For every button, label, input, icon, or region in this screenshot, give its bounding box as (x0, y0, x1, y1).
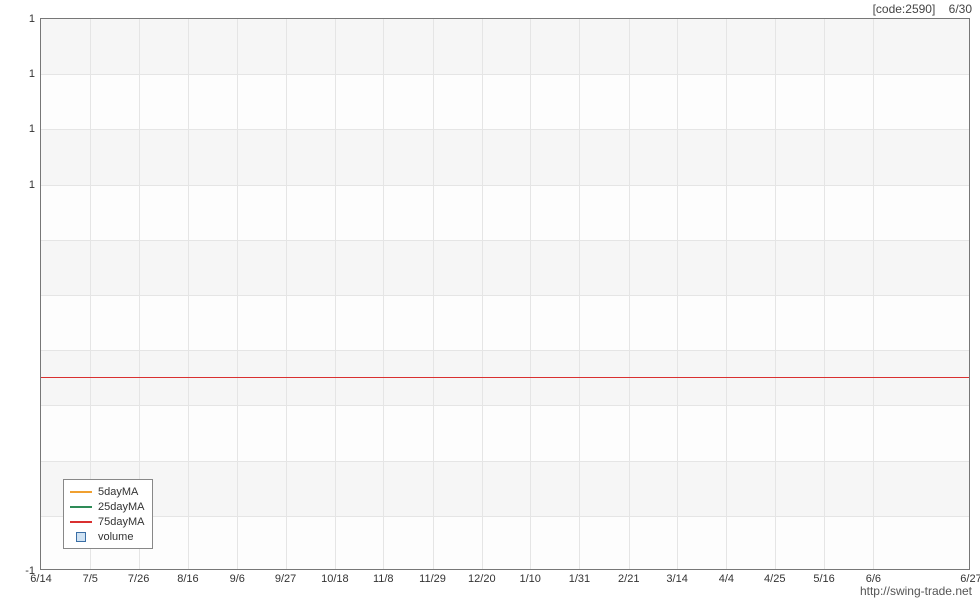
chart-header: [code:2590] 6/30 (863, 2, 972, 16)
x-tick-label: 9/27 (275, 569, 296, 585)
y-tick-label: 1 (29, 179, 41, 191)
y-tick-label: 1 (29, 123, 41, 135)
x-tick-label: 6/6 (866, 569, 881, 585)
gridline-vertical (530, 19, 531, 569)
y-tick-label: 1 (29, 13, 41, 25)
legend-swatch (70, 502, 92, 512)
gridline-vertical (433, 19, 434, 569)
legend-item: volume (70, 529, 144, 544)
x-tick-label: 4/25 (764, 569, 785, 585)
gridline-vertical (286, 19, 287, 569)
x-tick-label: 6/27 (960, 569, 980, 585)
source-url: http://swing-trade.net (860, 584, 972, 598)
x-tick-label: 11/29 (419, 569, 446, 585)
gridline-vertical (237, 19, 238, 569)
y-tick-label: 1 (29, 68, 41, 80)
grid-band (41, 240, 969, 295)
x-tick-label: 3/14 (666, 569, 687, 585)
gridline-vertical (579, 19, 580, 569)
gridline-horizontal (41, 185, 969, 186)
legend: 5dayMA 25dayMA 75dayMA volume (63, 479, 153, 549)
x-tick-label: 7/26 (128, 569, 149, 585)
legend-label: 25dayMA (98, 501, 144, 513)
gridline-vertical (383, 19, 384, 569)
legend-item: 25dayMA (70, 499, 144, 514)
gridline-horizontal (41, 295, 969, 296)
gridline-vertical (873, 19, 874, 569)
gridline-vertical (629, 19, 630, 569)
gridline-horizontal (41, 240, 969, 241)
gridline-vertical (775, 19, 776, 569)
x-tick-label: 1/31 (569, 569, 590, 585)
gridline-horizontal (41, 516, 969, 517)
gridline-vertical (677, 19, 678, 569)
x-tick-label: 2/21 (618, 569, 639, 585)
legend-label: volume (98, 531, 133, 543)
x-tick-label: 12/20 (468, 569, 496, 585)
gridline-horizontal (41, 74, 969, 75)
gridline-vertical (824, 19, 825, 569)
x-tick-label: 4/4 (719, 569, 734, 585)
gridline-horizontal (41, 461, 969, 462)
x-tick-label: 8/16 (177, 569, 198, 585)
legend-swatch (70, 487, 92, 497)
code-label: [code:2590] (873, 2, 936, 16)
x-tick-label: 10/18 (321, 569, 349, 585)
gridline-horizontal (41, 405, 969, 406)
x-tick-label: 6/14 (30, 569, 51, 585)
gridline-horizontal (41, 350, 969, 351)
x-tick-label: 9/6 (230, 569, 245, 585)
header-date: 6/30 (949, 2, 972, 16)
legend-item: 75dayMA (70, 514, 144, 529)
gridline-horizontal (41, 129, 969, 130)
gridline-vertical (335, 19, 336, 569)
gridline-vertical (188, 19, 189, 569)
legend-swatch (70, 517, 92, 527)
gridline-vertical (482, 19, 483, 569)
x-tick-label: 7/5 (83, 569, 98, 585)
x-tick-label: 11/8 (373, 569, 394, 585)
series-75dayMA (41, 377, 969, 378)
legend-item: 5dayMA (70, 484, 144, 499)
plot-area: 1111-16/147/57/268/169/69/2710/1811/811/… (40, 18, 970, 570)
grid-band (41, 19, 969, 74)
legend-label: 5dayMA (98, 486, 138, 498)
chart-container: [code:2590] 6/30 1111-16/147/57/268/169/… (0, 0, 980, 600)
legend-label: 75dayMA (98, 516, 144, 528)
grid-band (41, 461, 969, 516)
x-tick-label: 5/16 (813, 569, 834, 585)
x-tick-label: 1/10 (519, 569, 540, 585)
grid-band (41, 129, 969, 184)
legend-swatch (70, 532, 92, 542)
gridline-vertical (726, 19, 727, 569)
